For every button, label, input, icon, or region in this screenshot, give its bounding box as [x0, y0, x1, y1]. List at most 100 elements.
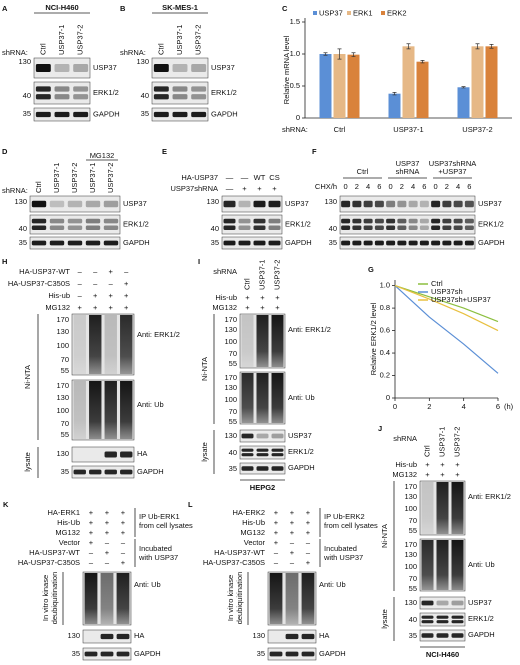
- marker: 130: [67, 631, 80, 640]
- marker: 130: [224, 431, 237, 440]
- lane-label: USP37-1: [437, 427, 446, 457]
- smear: [271, 315, 284, 367]
- panel-label: L: [188, 500, 193, 509]
- band: [397, 218, 407, 224]
- row-value: –: [78, 279, 83, 288]
- marker: 55: [409, 584, 417, 593]
- series-line: [394, 285, 499, 323]
- bar: [388, 93, 401, 118]
- band: [73, 111, 89, 118]
- marker: 70: [61, 419, 69, 428]
- marker: 55: [61, 366, 69, 375]
- band: [120, 469, 133, 475]
- band: [442, 200, 452, 208]
- band: [31, 225, 47, 231]
- blot-name: HA: [134, 631, 144, 640]
- row-value: +: [89, 508, 94, 517]
- band: [31, 218, 47, 224]
- x-tick-label: USP37-1: [393, 125, 423, 134]
- y-tick-label: 0.4: [380, 348, 390, 357]
- bar: [347, 54, 360, 118]
- smear: [104, 381, 117, 439]
- marker: 130: [18, 57, 31, 66]
- row-value: –: [78, 267, 83, 276]
- band: [256, 466, 269, 471]
- group-label: USP37: [396, 159, 420, 168]
- panel-label: E: [162, 147, 167, 156]
- row-name: His-ub: [395, 460, 417, 469]
- row-name: MG132: [45, 303, 70, 312]
- cell-line: HEPG2: [250, 483, 275, 492]
- marker: 170: [56, 315, 69, 324]
- blot-name: USP37: [468, 598, 492, 607]
- blot: [339, 195, 476, 213]
- marker: 100: [56, 406, 69, 415]
- band: [241, 433, 254, 439]
- band: [352, 225, 362, 231]
- blot-name: GAPDH: [319, 649, 346, 658]
- note: Incubated: [139, 544, 172, 553]
- band: [172, 94, 188, 100]
- row-name: His-ub: [48, 291, 70, 300]
- row-name: Vector: [59, 538, 81, 547]
- band: [363, 218, 373, 224]
- row-value: +: [109, 291, 114, 300]
- band: [67, 218, 83, 224]
- bar: [333, 54, 346, 118]
- blot-name: Anti: Ub: [319, 580, 346, 589]
- band: [408, 200, 418, 208]
- time-label: 2: [355, 182, 359, 191]
- blot: [221, 214, 283, 235]
- band: [67, 240, 83, 246]
- band: [363, 240, 373, 246]
- band: [419, 240, 429, 246]
- band: [35, 86, 51, 92]
- blot-name: USP37: [285, 199, 309, 208]
- band: [421, 600, 434, 606]
- band: [397, 240, 407, 246]
- row-name: MG132: [55, 528, 80, 537]
- blot: [29, 195, 121, 213]
- band: [256, 433, 269, 439]
- band: [408, 225, 418, 231]
- label: CHX/h: [315, 182, 337, 191]
- band: [451, 615, 464, 619]
- row-value: +: [306, 518, 311, 527]
- error-bar: [461, 86, 466, 89]
- band: [431, 218, 441, 224]
- row-name: HA-USP37: [181, 173, 218, 182]
- band: [374, 225, 384, 231]
- panel-label: C: [282, 4, 288, 13]
- row-value: +: [93, 291, 98, 300]
- row-name: HA-USP37-C350S: [203, 558, 265, 567]
- bar: [416, 61, 429, 118]
- marker: 70: [409, 516, 417, 525]
- x-tick-label: Ctrl: [334, 125, 346, 134]
- legend-swatch: [313, 11, 317, 15]
- panel-label: J: [378, 424, 382, 433]
- blot-name: ERK1/2: [478, 219, 504, 228]
- row-value: —: [241, 173, 249, 182]
- cell-line: NCI-H460: [426, 650, 459, 659]
- row-value: +: [274, 538, 279, 547]
- row-value: +: [245, 303, 250, 312]
- blot-name: Anti: Ub: [468, 560, 495, 569]
- band: [436, 615, 449, 619]
- band: [341, 218, 351, 224]
- band: [73, 64, 89, 72]
- band: [253, 200, 266, 208]
- band: [54, 94, 70, 100]
- row-value: +: [306, 528, 311, 537]
- row-value: +: [245, 293, 250, 302]
- blot: [33, 57, 91, 79]
- marker: 170: [224, 315, 237, 324]
- blot-name: GAPDH: [137, 467, 164, 476]
- band: [363, 200, 373, 208]
- band: [54, 86, 70, 92]
- row-value: +: [121, 528, 126, 537]
- blot-name: GAPDH: [478, 238, 505, 247]
- band: [374, 200, 384, 208]
- y-axis-label: Relative ERK1/2 level: [369, 302, 378, 375]
- blot-name: Anti: Ub: [288, 393, 315, 402]
- time-label: 4: [456, 182, 460, 191]
